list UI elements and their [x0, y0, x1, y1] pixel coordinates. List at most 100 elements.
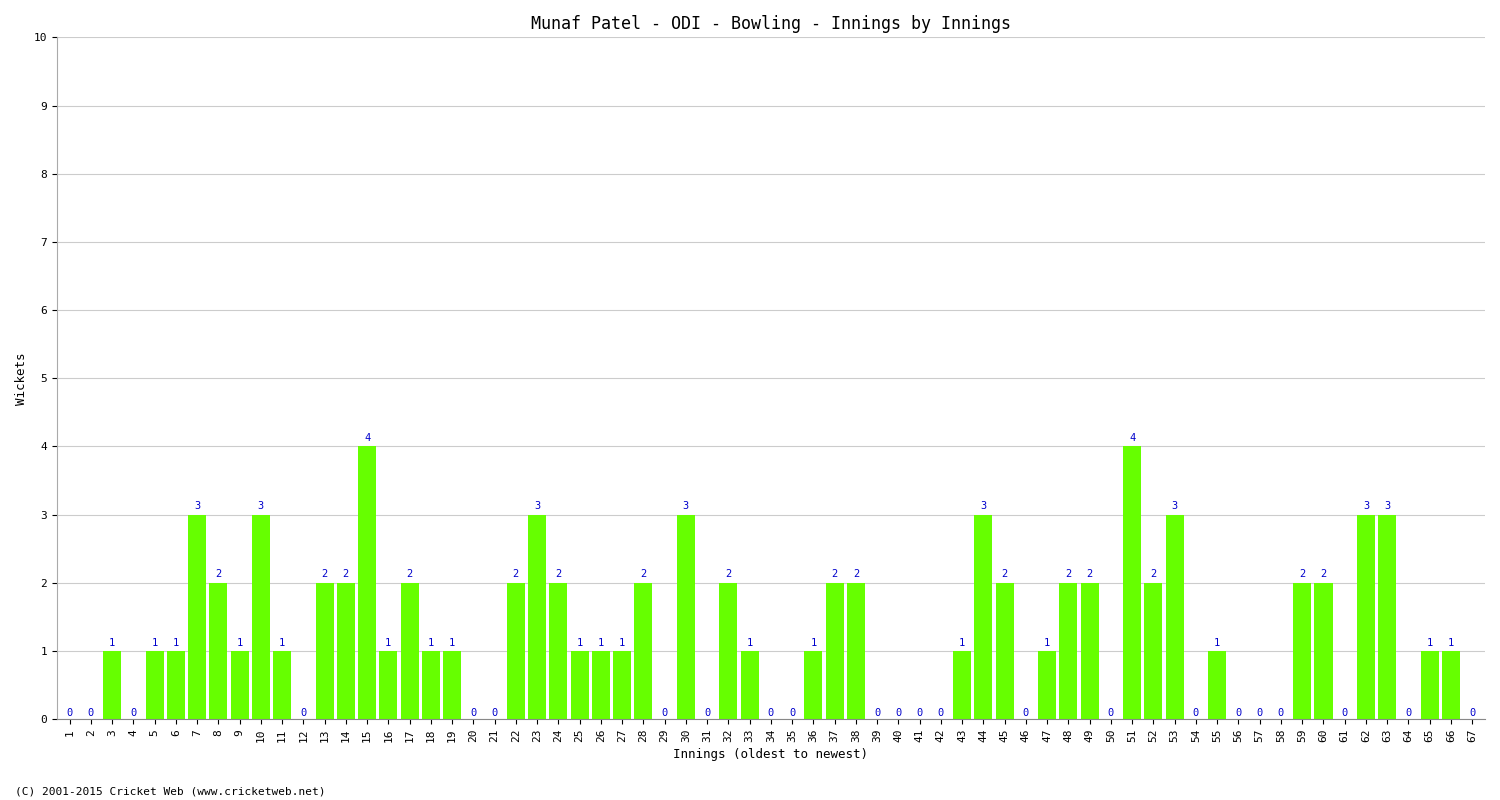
- Text: 0: 0: [874, 708, 880, 718]
- Bar: [231, 651, 249, 719]
- Bar: [146, 651, 164, 719]
- Text: 1: 1: [620, 638, 626, 648]
- Text: 3: 3: [981, 502, 987, 511]
- Text: 3: 3: [194, 502, 200, 511]
- Text: 0: 0: [1341, 708, 1348, 718]
- Bar: [825, 583, 843, 719]
- Text: 1: 1: [110, 638, 116, 648]
- Bar: [104, 651, 122, 719]
- Text: 0: 0: [1257, 708, 1263, 718]
- Bar: [1420, 651, 1438, 719]
- Text: 1: 1: [958, 638, 966, 648]
- Text: 0: 0: [470, 708, 477, 718]
- Bar: [338, 583, 356, 719]
- Text: 0: 0: [662, 708, 668, 718]
- Text: 2: 2: [640, 570, 646, 579]
- Title: Munaf Patel - ODI - Bowling - Innings by Innings: Munaf Patel - ODI - Bowling - Innings by…: [531, 15, 1011, 33]
- X-axis label: Innings (oldest to newest): Innings (oldest to newest): [674, 748, 868, 761]
- Bar: [528, 514, 546, 719]
- Text: 0: 0: [130, 708, 136, 718]
- Text: 0: 0: [1192, 708, 1198, 718]
- Bar: [676, 514, 694, 719]
- Text: 2: 2: [1150, 570, 1156, 579]
- Text: 2: 2: [555, 570, 561, 579]
- Text: 2: 2: [726, 570, 732, 579]
- Bar: [1378, 514, 1396, 719]
- Text: 1: 1: [1448, 638, 1454, 648]
- Text: 3: 3: [1384, 502, 1390, 511]
- Text: 1: 1: [810, 638, 816, 648]
- Y-axis label: Wickets: Wickets: [15, 352, 28, 405]
- Text: 2: 2: [321, 570, 327, 579]
- Bar: [741, 651, 759, 719]
- Bar: [315, 583, 333, 719]
- Text: 3: 3: [1364, 502, 1370, 511]
- Bar: [847, 583, 865, 719]
- Text: 2: 2: [342, 570, 350, 579]
- Text: 3: 3: [258, 502, 264, 511]
- Text: (C) 2001-2015 Cricket Web (www.cricketweb.net): (C) 2001-2015 Cricket Web (www.cricketwe…: [15, 786, 326, 796]
- Bar: [252, 514, 270, 719]
- Bar: [975, 514, 993, 719]
- Bar: [549, 583, 567, 719]
- Text: 2: 2: [513, 570, 519, 579]
- Bar: [1293, 583, 1311, 719]
- Text: 1: 1: [448, 638, 454, 648]
- Text: 1: 1: [172, 638, 178, 648]
- Bar: [166, 651, 184, 719]
- Bar: [720, 583, 738, 719]
- Bar: [952, 651, 970, 719]
- Bar: [273, 651, 291, 719]
- Text: 0: 0: [1108, 708, 1114, 718]
- Text: 1: 1: [1044, 638, 1050, 648]
- Text: 0: 0: [938, 708, 944, 718]
- Text: 1: 1: [386, 638, 392, 648]
- Bar: [507, 583, 525, 719]
- Bar: [1166, 514, 1184, 719]
- Bar: [380, 651, 398, 719]
- Text: 1: 1: [279, 638, 285, 648]
- Bar: [570, 651, 588, 719]
- Bar: [804, 651, 822, 719]
- Bar: [614, 651, 632, 719]
- Text: 2: 2: [406, 570, 412, 579]
- Bar: [1080, 583, 1098, 719]
- Bar: [210, 583, 228, 719]
- Text: 4: 4: [364, 433, 370, 443]
- Bar: [1314, 583, 1332, 719]
- Bar: [422, 651, 440, 719]
- Text: 2: 2: [214, 570, 222, 579]
- Text: 0: 0: [768, 708, 774, 718]
- Text: 1: 1: [576, 638, 582, 648]
- Text: 0: 0: [492, 708, 498, 718]
- Text: 0: 0: [1406, 708, 1411, 718]
- Bar: [400, 583, 418, 719]
- Bar: [442, 651, 460, 719]
- Bar: [1059, 583, 1077, 719]
- Text: 1: 1: [747, 638, 753, 648]
- Bar: [1124, 446, 1142, 719]
- Text: 3: 3: [682, 502, 688, 511]
- Bar: [634, 583, 652, 719]
- Text: 1: 1: [237, 638, 243, 648]
- Text: 2: 2: [1086, 570, 1094, 579]
- Text: 0: 0: [916, 708, 922, 718]
- Text: 2: 2: [1002, 570, 1008, 579]
- Bar: [1442, 651, 1460, 719]
- Text: 2: 2: [1320, 570, 1326, 579]
- Text: 0: 0: [1278, 708, 1284, 718]
- Bar: [592, 651, 610, 719]
- Text: 2: 2: [831, 570, 839, 579]
- Bar: [996, 583, 1014, 719]
- Bar: [358, 446, 376, 719]
- Text: 3: 3: [1172, 502, 1178, 511]
- Text: 0: 0: [896, 708, 902, 718]
- Text: 1: 1: [1214, 638, 1221, 648]
- Text: 1: 1: [152, 638, 157, 648]
- Bar: [1144, 583, 1162, 719]
- Bar: [1038, 651, 1056, 719]
- Text: 0: 0: [87, 708, 94, 718]
- Text: 4: 4: [1130, 433, 1136, 443]
- Text: 0: 0: [66, 708, 72, 718]
- Text: 0: 0: [789, 708, 795, 718]
